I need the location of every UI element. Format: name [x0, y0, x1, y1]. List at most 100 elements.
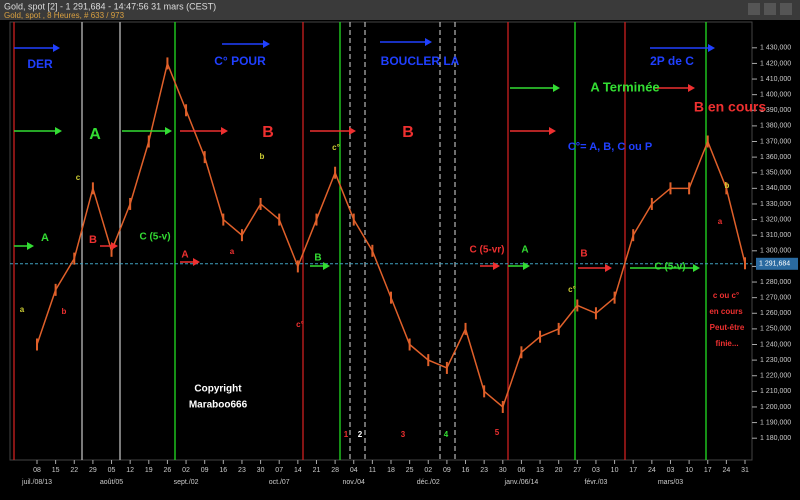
x-tick-label: 17	[629, 467, 637, 474]
subtitle: Gold, spot , 8 Heures, # 633 / 973	[4, 11, 125, 20]
x-tick-label: 28	[331, 467, 339, 474]
x-tick-label: 14	[294, 467, 302, 474]
arrow-head	[323, 262, 330, 270]
y-tick-label: 1 300,000	[760, 248, 791, 255]
annotation: finie...	[715, 339, 738, 348]
x-tick-label: 10	[685, 467, 693, 474]
annotation: c ou c°	[713, 291, 739, 300]
x-tick-label: 25	[406, 467, 414, 474]
y-tick-label: 1 260,000	[760, 310, 791, 317]
annotation: B	[580, 249, 587, 260]
x-tick-label: 10	[611, 467, 619, 474]
annotation: B	[402, 124, 414, 141]
y-tick-label: 1 370,000	[760, 138, 791, 145]
x-tick-label: 03	[667, 467, 675, 474]
y-tick-label: 1 210,000	[760, 388, 791, 395]
y-tick-label: 1 230,000	[760, 357, 791, 364]
annotation: c°	[332, 143, 340, 152]
maximize-button[interactable]	[764, 3, 776, 15]
annotation: C (5-v)	[139, 232, 170, 243]
arrow-head	[27, 242, 34, 250]
x-tick-label: 18	[387, 467, 395, 474]
annotation: A	[521, 245, 528, 256]
annotation: A	[181, 250, 188, 261]
x-tick-label: 13	[536, 467, 544, 474]
y-tick-label: 1 280,000	[760, 279, 791, 286]
x-tick-label: 08	[33, 467, 41, 474]
y-tick-label: 1 400,000	[760, 91, 791, 98]
close-button[interactable]	[780, 3, 792, 15]
arrow-head	[493, 262, 500, 270]
annotation: a	[230, 247, 235, 256]
y-tick-label: 1 410,000	[760, 76, 791, 83]
y-tick-label: 1 310,000	[760, 232, 791, 239]
month-label: août/05	[100, 479, 123, 486]
annotation: b	[725, 181, 730, 190]
annotation: c°	[296, 320, 304, 329]
arrow-head	[688, 84, 695, 92]
month-label: oct./07	[269, 479, 290, 486]
last-price-box	[756, 257, 798, 270]
arrow-head	[523, 262, 530, 270]
x-tick-label: 29	[89, 467, 97, 474]
y-tick-label: 1 320,000	[760, 216, 791, 223]
arrow-head	[221, 127, 228, 135]
y-tick-label: 1 350,000	[760, 170, 791, 177]
x-tick-label: 30	[499, 467, 507, 474]
y-tick-label: 1 240,000	[760, 341, 791, 348]
x-tick-label: 06	[518, 467, 526, 474]
y-tick-label: 1 330,000	[760, 201, 791, 208]
annotation: B	[314, 253, 321, 264]
month-label: déc./02	[417, 479, 440, 486]
x-tick-label: 26	[164, 467, 172, 474]
y-tick-label: 1 250,000	[760, 326, 791, 333]
arrow-head	[263, 40, 270, 48]
month-label: sept./02	[174, 479, 199, 486]
annotation: A Terminée	[590, 79, 659, 94]
annotation: 2P de C	[650, 54, 694, 68]
arrow-head	[605, 264, 612, 272]
annotation: a	[20, 305, 25, 314]
x-tick-label: 02	[424, 467, 432, 474]
x-tick-label: 30	[257, 467, 265, 474]
annotation: c	[76, 173, 81, 182]
annotation: BOUCLER LA	[381, 54, 460, 68]
annotation: 4	[444, 430, 449, 439]
minimize-button[interactable]	[748, 3, 760, 15]
annotation: Copyright	[194, 384, 242, 395]
x-tick-label: 19	[145, 467, 153, 474]
x-tick-label: 23	[238, 467, 246, 474]
month-label: janv./06/14	[504, 479, 539, 486]
x-tick-label: 03	[592, 467, 600, 474]
y-tick-label: 1 190,000	[760, 419, 791, 426]
month-label: févr./03	[584, 479, 607, 486]
annotation: Maraboo666	[189, 400, 248, 411]
annotation: DER	[27, 57, 53, 71]
annotation: A	[89, 126, 101, 143]
x-tick-label: 27	[573, 467, 581, 474]
arrow-head	[55, 127, 62, 135]
arrow-head	[53, 44, 60, 52]
title-bar	[0, 0, 800, 20]
arrow-head	[693, 264, 700, 272]
annotation: b	[260, 152, 265, 161]
x-tick-label: 09	[443, 467, 451, 474]
annotation: C (5-v)	[654, 262, 685, 273]
annotation: 2	[358, 430, 363, 439]
arrow-head	[425, 38, 432, 46]
month-label: juil./08/13	[21, 479, 52, 486]
x-tick-label: 04	[350, 467, 358, 474]
arrow-head	[708, 44, 715, 52]
annotation: C (5-vr)	[469, 245, 504, 256]
x-tick-label: 11	[369, 467, 376, 474]
x-tick-label: 12	[126, 467, 134, 474]
x-tick-label: 15	[52, 467, 60, 474]
x-tick-label: 24	[648, 467, 656, 474]
y-tick-label: 1 360,000	[760, 154, 791, 161]
x-tick-label: 20	[555, 467, 563, 474]
arrow-head	[553, 84, 560, 92]
x-tick-label: 21	[313, 467, 321, 474]
annotation: 3	[401, 430, 406, 439]
